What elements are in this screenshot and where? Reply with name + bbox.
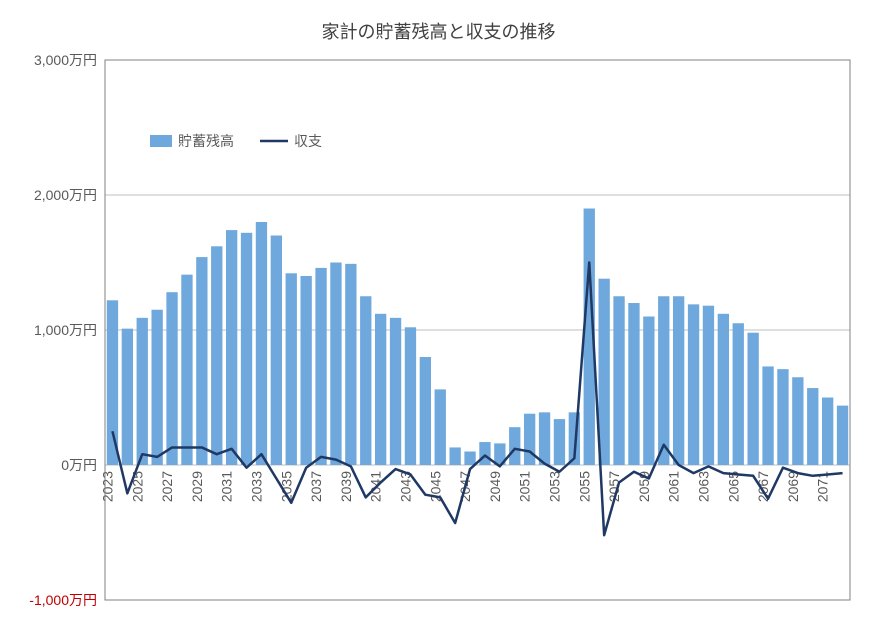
x-tick-label: 2023: [99, 471, 115, 502]
y-tick-label: 1,000万円: [34, 322, 97, 338]
bars-group: [107, 209, 848, 466]
bar: [286, 273, 297, 465]
x-tick-label: 2063: [695, 471, 711, 502]
bar: [360, 296, 371, 465]
bar: [509, 427, 520, 465]
chart-svg: -1,000万円 0万円 1,000万円 2,000万円 3,000万円 2023 2025…: [0, 0, 877, 642]
bar: [673, 296, 684, 465]
bar: [405, 327, 416, 465]
y-tick-label: -1,000万円: [29, 592, 97, 608]
bar: [226, 230, 237, 465]
bar: [837, 406, 848, 465]
x-tick-label: 2055: [576, 471, 592, 502]
bar: [181, 275, 192, 465]
bar: [107, 300, 118, 465]
bar: [777, 369, 788, 465]
legend: 貯蓄残高 収支: [150, 133, 322, 149]
bar: [598, 279, 609, 465]
bar: [375, 314, 386, 465]
x-tick-label: 2037: [308, 471, 324, 502]
bar: [524, 414, 535, 465]
bar: [703, 306, 714, 465]
y-tick-label: 2,000万円: [34, 187, 97, 203]
x-tick-label: 2033: [248, 471, 264, 502]
bar: [643, 317, 654, 466]
chart-container: 家計の貯蓄残高と収支の推移 -1,000万円 0万円 1,000万円 2,000万円 3…: [0, 0, 877, 642]
legend-label-bars: 貯蓄残高: [178, 133, 234, 149]
legend-swatch-bars: [150, 135, 172, 147]
bar: [345, 264, 356, 465]
bar: [688, 304, 699, 465]
bar: [747, 333, 758, 465]
bar: [464, 452, 475, 466]
bar: [762, 366, 773, 465]
x-tick-label: 2061: [666, 471, 682, 502]
x-tick-label: 2053: [546, 471, 562, 502]
bar: [658, 296, 669, 465]
bar: [628, 303, 639, 465]
bar: [733, 323, 744, 465]
x-tick-label: 2049: [487, 471, 503, 502]
bar: [315, 268, 326, 465]
bar: [256, 222, 267, 465]
bar: [122, 329, 133, 465]
bar: [151, 310, 162, 465]
bar: [196, 257, 207, 465]
x-tick-label: 2051: [517, 471, 533, 502]
bar: [479, 442, 490, 465]
bar: [420, 357, 431, 465]
y-tick-label: 0万円: [61, 457, 97, 473]
x-tick-label: 2069: [785, 471, 801, 502]
bar: [822, 398, 833, 466]
bar: [137, 318, 148, 465]
bar: [390, 318, 401, 465]
bar: [792, 377, 803, 465]
y-tick-label: 3,000万円: [34, 52, 97, 68]
bar: [435, 389, 446, 465]
bar: [554, 419, 565, 465]
x-tick-label: 2025: [129, 471, 145, 502]
bar: [271, 236, 282, 466]
bar: [539, 412, 550, 465]
bar: [613, 296, 624, 465]
bar: [330, 263, 341, 466]
bar: [241, 233, 252, 465]
bar: [211, 246, 222, 465]
x-tick-label: 2027: [159, 471, 175, 502]
legend-label-line: 収支: [294, 133, 322, 149]
bar: [807, 388, 818, 465]
bar: [300, 276, 311, 465]
bar: [449, 447, 460, 465]
bar: [166, 292, 177, 465]
chart-title: 家計の貯蓄残高と収支の推移: [0, 18, 877, 44]
x-tick-label: 2039: [338, 471, 354, 502]
x-tick-label: 2029: [189, 471, 205, 502]
x-tick-label: 2031: [219, 471, 235, 502]
bar: [718, 314, 729, 465]
